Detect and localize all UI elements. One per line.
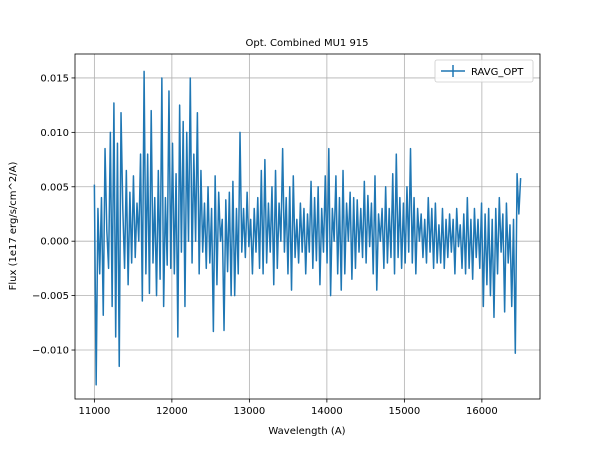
y-tick-label: 0.000 xyxy=(40,237,69,248)
x-tick-label: 15000 xyxy=(388,406,420,417)
y-axis: −0.010 −0.005 0.000 0.005 0.010 0.015 xyxy=(32,73,75,357)
series-layer xyxy=(93,70,522,386)
x-axis-label: Wavelength (A) xyxy=(268,426,345,437)
y-tick-label: −0.010 xyxy=(32,346,69,357)
x-tick-label: 12000 xyxy=(156,406,188,417)
chart-title: Opt. Combined MU1 915 xyxy=(245,38,368,49)
x-tick-label: 13000 xyxy=(233,406,265,417)
x-tick-label: 14000 xyxy=(311,406,343,417)
legend-box xyxy=(434,59,534,83)
x-tick-label: 16000 xyxy=(466,406,498,417)
x-axis: 11000 12000 13000 14000 15000 16000 xyxy=(78,399,498,417)
y-tick-label: 0.015 xyxy=(40,73,69,84)
x-tick-label: 11000 xyxy=(78,406,110,417)
y-tick-label: 0.005 xyxy=(40,182,69,193)
y-tick-label: −0.005 xyxy=(32,291,69,302)
legend: RAVG_OPT xyxy=(434,59,534,83)
legend-label: RAVG_OPT xyxy=(471,67,524,78)
y-tick-label: 0.010 xyxy=(40,128,69,139)
y-axis-label: Flux (1e17 erg/s/cm^2/A) xyxy=(8,162,19,291)
plot-frame xyxy=(74,53,541,400)
series-line xyxy=(93,70,522,386)
